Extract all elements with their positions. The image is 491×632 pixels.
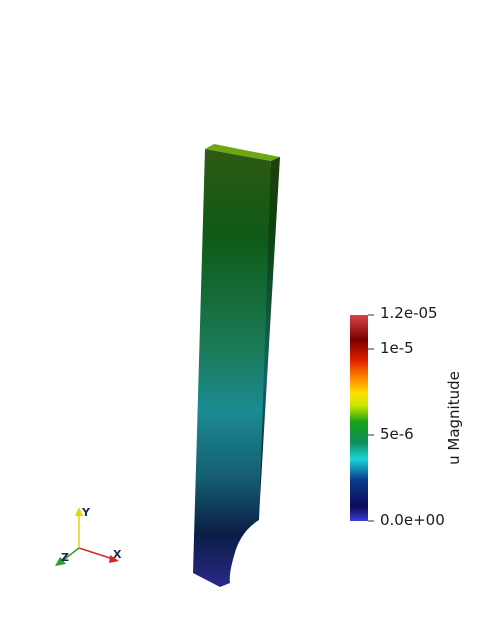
colorbar-tick-label-5e-6: 5e-6 [380, 425, 414, 443]
x-axis-label: X [113, 548, 122, 561]
z-axis-line [61, 547, 80, 562]
y-axis-label: Y [81, 506, 91, 519]
colorbar-tick-label-max: 1.2e-05 [380, 304, 438, 322]
colorbar-tick-label-1e-5: 1e-5 [380, 339, 414, 357]
beam-front-face [193, 149, 271, 587]
z-axis-arrow-icon [55, 557, 66, 566]
colorbar [350, 314, 374, 522]
orientation-axes[interactable]: X Y Z [55, 506, 122, 566]
z-axis-label: Z [61, 551, 69, 564]
y-axis-arrow-icon [75, 507, 83, 516]
beam-model[interactable] [193, 144, 280, 587]
x-axis-arrow-icon [109, 555, 119, 563]
beam-top-face [205, 144, 280, 161]
x-axis-line [78, 547, 114, 560]
colorbar-gradient [350, 315, 368, 521]
colorbar-tick-label-min: 0.0e+00 [380, 511, 445, 529]
colorbar-title: u Magnitude [445, 371, 463, 465]
